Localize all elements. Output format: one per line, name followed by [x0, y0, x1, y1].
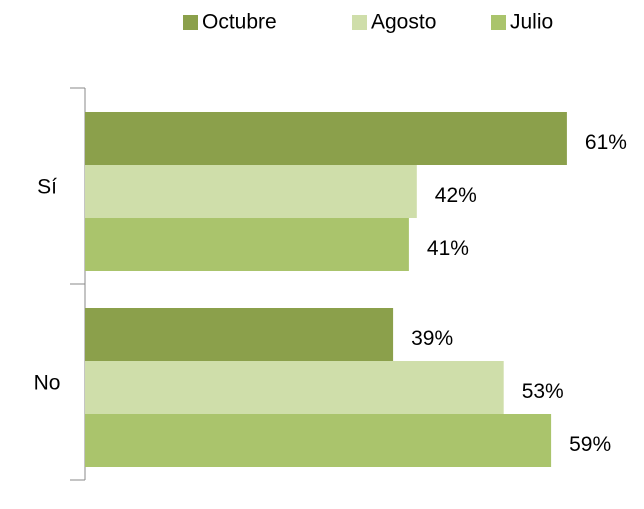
category-label: Sí — [37, 176, 57, 199]
value-label: 41% — [427, 237, 469, 260]
legend-label: Octubre — [202, 11, 277, 34]
legend-label: Julio — [510, 11, 553, 34]
bar — [85, 361, 504, 414]
legend-swatch — [183, 15, 198, 30]
value-label: 53% — [522, 380, 564, 403]
value-label: 61% — [585, 131, 627, 154]
bar — [85, 218, 409, 271]
legend-swatch — [352, 15, 367, 30]
bar — [85, 165, 417, 218]
bar — [85, 112, 567, 165]
category-label: No — [34, 372, 61, 395]
bar — [85, 414, 552, 467]
value-label: 59% — [569, 433, 611, 456]
value-label: 42% — [435, 184, 477, 207]
value-label: 39% — [411, 327, 453, 350]
bar — [85, 308, 394, 361]
legend-swatch — [491, 15, 506, 30]
legend-label: Agosto — [371, 11, 436, 34]
